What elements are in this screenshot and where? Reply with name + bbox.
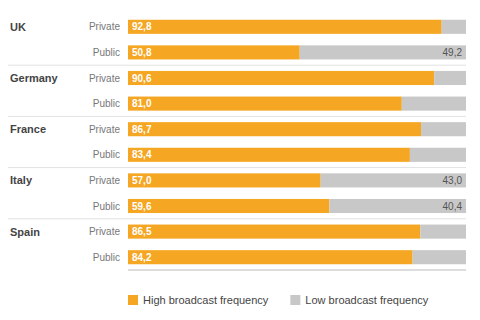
category-label: Private: [89, 226, 121, 237]
bar: [434, 71, 466, 85]
category-label: Private: [89, 73, 121, 84]
legend-label: High broadcast frequency: [143, 294, 269, 306]
bar: [402, 97, 466, 111]
data-label: 59,6: [132, 201, 152, 212]
category-label: Private: [89, 124, 121, 135]
data-label: 86,7: [132, 124, 152, 135]
y-axis-labels: UK Private Public Germany Private Public Franc…: [10, 21, 120, 263]
data-label: 84,2: [132, 252, 152, 263]
data-label: 43,0: [443, 175, 463, 186]
legend-label: Low broadcast frequency: [305, 294, 428, 306]
x-axis-line: [128, 270, 466, 271]
bar: [420, 225, 466, 239]
group-separator: [8, 167, 466, 168]
group-separator: [8, 116, 466, 117]
data-label: 92,8: [132, 21, 152, 32]
category-label: Private: [89, 21, 121, 32]
group-label: Germany: [10, 72, 59, 84]
bar: [321, 173, 466, 187]
data-label: 81,0: [132, 98, 152, 109]
bar: [128, 173, 321, 187]
bar: [128, 250, 413, 264]
category-label: Public: [93, 47, 120, 58]
bar: [128, 20, 442, 34]
category-label: Public: [93, 252, 120, 263]
bars: [128, 20, 466, 264]
data-label: 57,0: [132, 175, 152, 186]
category-label: Public: [93, 149, 120, 160]
chart: 92,8 50,8 90,6 81,0 86,7 83,4 57,0 59,6 86,5 84,2…: [0, 0, 480, 320]
group-separators: [8, 65, 466, 219]
group-label: UK: [10, 21, 26, 33]
bar: [421, 122, 466, 136]
bar: [128, 71, 434, 85]
legend: High broadcast frequency Low broadcast fr…: [128, 294, 429, 306]
category-label: Private: [89, 175, 121, 186]
group-separator: [8, 65, 466, 66]
group-label: Spain: [10, 226, 40, 238]
bar: [329, 199, 466, 213]
data-label: 90,6: [132, 73, 152, 84]
group-label: France: [10, 123, 46, 135]
category-label: Public: [93, 201, 120, 212]
data-label: 86,5: [132, 226, 152, 237]
bar: [300, 45, 466, 59]
bar: [128, 122, 421, 136]
data-label: 83,4: [132, 149, 152, 160]
bar: [128, 199, 329, 213]
bar: [128, 45, 300, 59]
data-label: 40,4: [443, 201, 463, 212]
bar: [413, 250, 466, 264]
legend-swatch: [128, 295, 138, 305]
data-label: 49,2: [443, 47, 463, 58]
data-label: 50,8: [132, 47, 152, 58]
bar: [128, 148, 410, 162]
bar: [410, 148, 466, 162]
bar: [442, 20, 466, 34]
group-label: Italy: [10, 174, 33, 186]
data-labels: 92,8 50,8 90,6 81,0 86,7 83,4 57,0 59,6 86,5 84,2…: [132, 21, 462, 262]
group-separator: [8, 218, 466, 219]
category-label: Public: [93, 98, 120, 109]
bar: [128, 225, 420, 239]
bar: [128, 97, 402, 111]
legend-swatch: [290, 295, 300, 305]
